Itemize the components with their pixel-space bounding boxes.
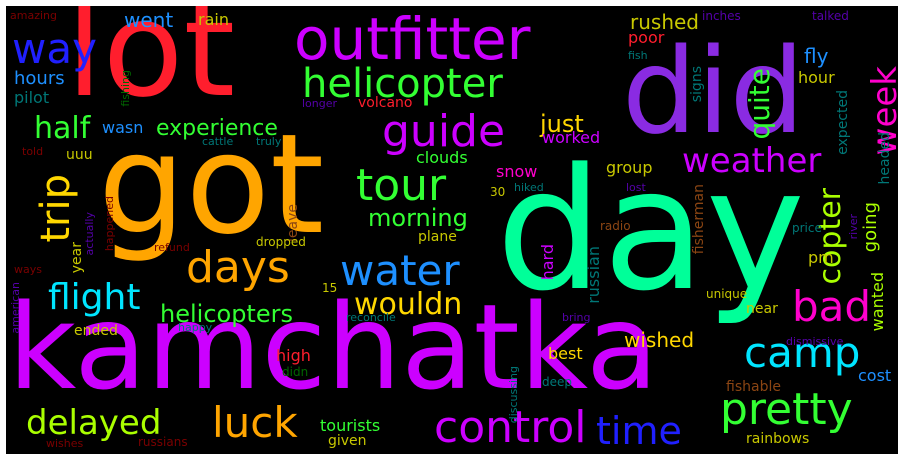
word-hours: hours: [14, 68, 65, 89]
word-ended: ended: [74, 323, 118, 339]
word-just: just: [540, 110, 584, 138]
word-worked: worked: [542, 128, 601, 147]
word-helicopters: helicopters: [160, 300, 293, 328]
word-discussing: discussing: [507, 366, 520, 424]
word-quite: quite: [743, 68, 776, 140]
word-hour: hour: [798, 68, 835, 87]
word-pilot: pilot: [14, 88, 50, 107]
word-helicopter: helicopter: [302, 61, 503, 107]
word-cloud-canvas: got day kamchatka lot did outfitter heli…: [6, 6, 898, 454]
word-happened: happened: [103, 196, 116, 252]
word-rainbows: rainbows: [746, 431, 810, 447]
word-time: time: [596, 409, 682, 453]
word-fly: fly: [804, 44, 829, 68]
word-truly: truly: [256, 135, 282, 148]
word-price: price: [792, 221, 822, 235]
word-trip: trip: [33, 174, 79, 243]
word-water: water: [340, 246, 460, 295]
word-expected: expected: [835, 90, 851, 155]
word-delayed: delayed: [26, 403, 162, 443]
word-rushed: rushed: [630, 10, 699, 34]
word-copter: copter: [813, 188, 848, 285]
word-tourists: tourists: [320, 416, 381, 435]
word-pretty: pretty: [720, 384, 853, 435]
word-wasn: wasn: [102, 118, 144, 137]
word-weather: weather: [682, 141, 822, 181]
word-control: control: [434, 402, 587, 453]
word-fish: fish: [628, 49, 648, 62]
word-30: 30: [490, 185, 506, 199]
word-group: group: [606, 158, 653, 177]
word-actually: actually: [83, 212, 96, 256]
word-luck: luck: [212, 398, 298, 447]
word-cattle-truly: cattle: [202, 135, 234, 148]
word-russian: russian: [584, 246, 603, 304]
word-morning: morning: [368, 204, 468, 232]
word-near: near: [746, 301, 778, 317]
word-went: went: [124, 8, 174, 32]
word-guide: guide: [382, 106, 506, 157]
word-hard: hard: [538, 244, 557, 281]
word-wishes: wishes: [46, 437, 84, 450]
word-best: best: [548, 344, 583, 363]
word-going: going: [860, 202, 881, 253]
word-outfitter: outfitter: [294, 6, 531, 73]
word-fishing: fishing: [119, 70, 132, 107]
word-days: days: [186, 242, 290, 293]
word-radio: radio: [600, 219, 631, 233]
word-high: high: [276, 346, 311, 365]
word-year: year: [69, 242, 85, 274]
word-experience: experience: [156, 116, 278, 141]
word-didn: didn: [282, 365, 309, 379]
word-lost: lost: [626, 181, 646, 194]
word-american: american: [9, 282, 22, 334]
word-given: given: [328, 433, 367, 449]
word-dropped: dropped: [256, 235, 306, 249]
word-refund: refund: [154, 241, 190, 254]
word-wanted: wanted: [868, 272, 887, 332]
word-wouldn: wouldn: [354, 287, 463, 322]
word-talked: talked: [812, 9, 849, 23]
word-unique: unique: [706, 287, 748, 301]
word-bring: bring: [562, 311, 591, 324]
word-kamchatka: kamchatka: [8, 278, 659, 416]
word-day: day: [496, 132, 806, 328]
word-15: 15: [322, 281, 338, 295]
word-snow: snow: [496, 162, 538, 181]
word-way: way: [12, 24, 97, 73]
word-bad: bad: [792, 282, 872, 331]
word-poor: poor: [628, 28, 665, 47]
word-headed: headed: [877, 132, 893, 185]
word-tour: tour: [356, 160, 447, 211]
word-volcano: volcano: [358, 95, 413, 111]
word-happy: happy: [178, 321, 213, 334]
word-rain: rain: [198, 10, 229, 29]
word-uuu: uuu: [66, 147, 93, 163]
word-lot: lot: [66, 6, 236, 127]
word-got: got: [98, 104, 325, 265]
word-clouds: clouds: [416, 148, 468, 167]
word-reconcile: reconcile: [346, 311, 396, 324]
word-wished: wished: [624, 328, 695, 352]
word-inches: inches: [702, 9, 741, 23]
word-plane: plane: [418, 229, 457, 245]
word-flight: flight: [48, 277, 141, 318]
word-ways: ways: [14, 263, 42, 276]
word-river: river: [847, 214, 860, 240]
word-fisherman: fisherman: [691, 184, 707, 255]
word-camp: camp: [744, 328, 861, 377]
word-hiked: hiked: [514, 181, 544, 194]
word-amazing: amazing: [10, 9, 57, 22]
word-pm: pm: [808, 248, 834, 267]
word-told: told: [22, 145, 44, 158]
word-half: half: [34, 111, 91, 146]
word-deep: deep: [542, 375, 572, 389]
word-cost: cost: [858, 366, 892, 385]
word-dismissive: dismissive: [786, 335, 844, 348]
word-fishable: fishable: [726, 379, 781, 395]
word-signs: signs: [689, 66, 705, 103]
word-russians: russians: [138, 435, 188, 449]
word-longer: longer: [302, 97, 338, 110]
word-did: did: [622, 22, 805, 160]
